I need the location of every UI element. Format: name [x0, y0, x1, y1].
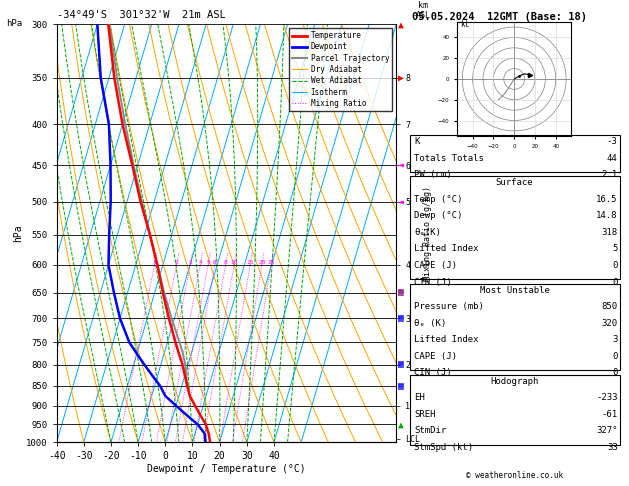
Text: CIN (J): CIN (J): [414, 368, 452, 378]
Y-axis label: Mixing Ratio (g/kg): Mixing Ratio (g/kg): [423, 186, 432, 281]
Text: ▦: ▦: [398, 288, 404, 298]
Text: -34°49'S  301°32'W  21m ASL: -34°49'S 301°32'W 21m ASL: [57, 10, 225, 20]
Text: SREH: SREH: [414, 410, 435, 419]
Text: -233: -233: [596, 393, 618, 402]
Text: 15: 15: [247, 260, 254, 265]
Text: Lifted Index: Lifted Index: [414, 244, 479, 254]
Text: StmSpd (kt): StmSpd (kt): [414, 443, 473, 452]
Text: 3: 3: [188, 260, 192, 265]
Text: Hodograph: Hodograph: [491, 377, 538, 386]
Text: ▲: ▲: [398, 19, 404, 29]
Text: K: K: [414, 137, 420, 146]
Legend: Temperature, Dewpoint, Parcel Trajectory, Dry Adiabat, Wet Adiabat, Isotherm, Mi: Temperature, Dewpoint, Parcel Trajectory…: [289, 28, 392, 111]
Text: Totals Totals: Totals Totals: [414, 154, 484, 163]
Text: © weatheronline.co.uk: © weatheronline.co.uk: [466, 471, 563, 480]
Text: ◄: ◄: [398, 160, 404, 170]
Text: 1: 1: [153, 260, 157, 265]
Text: 0: 0: [612, 261, 618, 270]
Text: 05.05.2024  12GMT (Base: 18): 05.05.2024 12GMT (Base: 18): [412, 12, 587, 22]
X-axis label: Dewpoint / Temperature (°C): Dewpoint / Temperature (°C): [147, 464, 306, 474]
Text: ▦: ▦: [398, 381, 404, 391]
Text: 5: 5: [612, 244, 618, 254]
Text: 2.1: 2.1: [601, 170, 618, 179]
Text: Most Unstable: Most Unstable: [479, 286, 550, 295]
Text: 850: 850: [601, 302, 618, 312]
Text: 14.8: 14.8: [596, 211, 618, 221]
Text: 4: 4: [198, 260, 202, 265]
Text: 44: 44: [607, 154, 618, 163]
Text: 10: 10: [230, 260, 238, 265]
Text: -61: -61: [601, 410, 618, 419]
Text: ▦: ▦: [398, 360, 404, 370]
Text: CIN (J): CIN (J): [414, 278, 452, 287]
Text: EH: EH: [414, 393, 425, 402]
Text: 320: 320: [601, 319, 618, 328]
Text: Dewp (°C): Dewp (°C): [414, 211, 462, 221]
Text: kt: kt: [460, 20, 469, 29]
Text: CAPE (J): CAPE (J): [414, 352, 457, 361]
Y-axis label: hPa: hPa: [13, 225, 23, 242]
Text: 2: 2: [175, 260, 179, 265]
Text: 3: 3: [612, 335, 618, 345]
Text: StmDir: StmDir: [414, 426, 446, 435]
Text: ▦: ▦: [398, 313, 404, 324]
Text: 327°: 327°: [596, 426, 618, 435]
Text: PW (cm): PW (cm): [414, 170, 452, 179]
Text: 16.5: 16.5: [596, 195, 618, 204]
Text: 318: 318: [601, 228, 618, 237]
Text: km
ASL: km ASL: [416, 0, 431, 20]
Text: ▶: ▶: [398, 73, 404, 83]
Text: 0: 0: [612, 278, 618, 287]
Text: 20: 20: [258, 260, 265, 265]
Text: Surface: Surface: [496, 178, 533, 188]
Text: CAPE (J): CAPE (J): [414, 261, 457, 270]
Text: 0: 0: [612, 352, 618, 361]
Text: θₑ(K): θₑ(K): [414, 228, 441, 237]
Text: Pressure (mb): Pressure (mb): [414, 302, 484, 312]
Text: 6: 6: [213, 260, 216, 265]
Text: -3: -3: [607, 137, 618, 146]
Text: hPa: hPa: [6, 19, 23, 29]
Text: 0: 0: [612, 368, 618, 378]
Text: 5: 5: [206, 260, 210, 265]
Text: ◄: ◄: [398, 197, 404, 207]
Text: 25: 25: [267, 260, 275, 265]
Text: ▲: ▲: [398, 419, 404, 430]
Text: Lifted Index: Lifted Index: [414, 335, 479, 345]
Text: θₑ (K): θₑ (K): [414, 319, 446, 328]
Text: Temp (°C): Temp (°C): [414, 195, 462, 204]
Text: 33: 33: [607, 443, 618, 452]
Text: 8: 8: [224, 260, 228, 265]
